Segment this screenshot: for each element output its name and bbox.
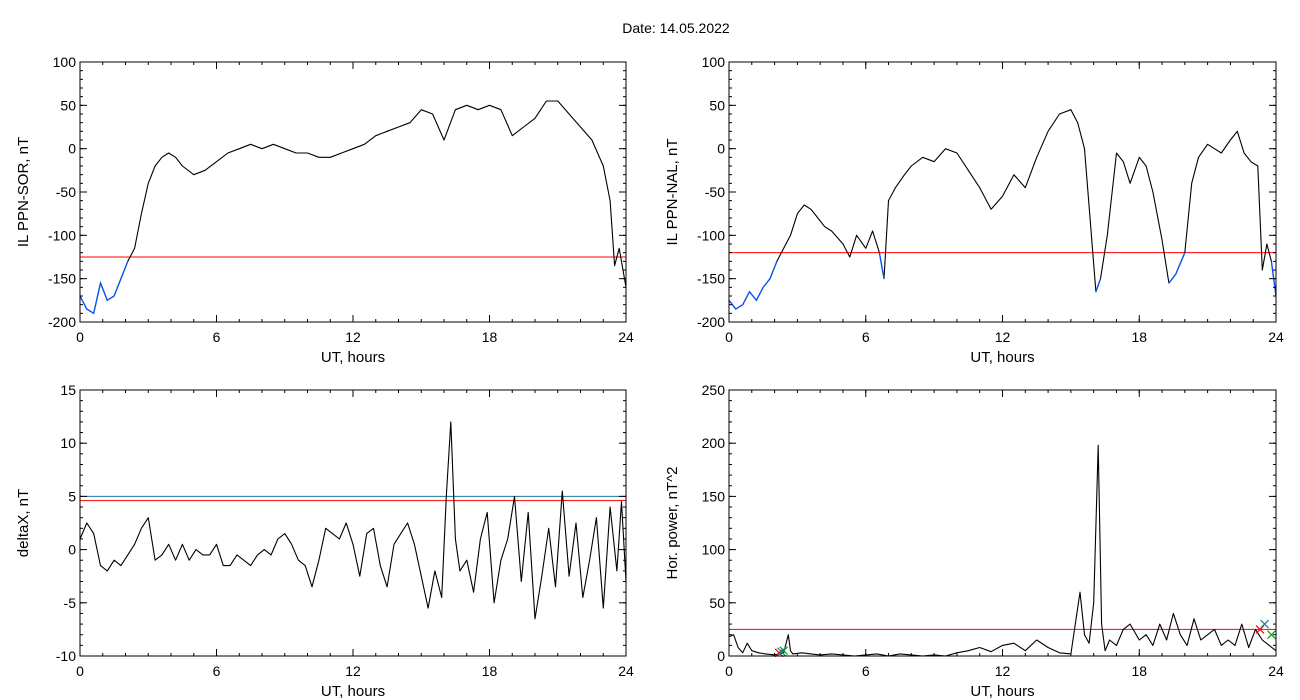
y-tick-label: -150 [697, 271, 725, 287]
cross-marker [1260, 619, 1270, 629]
x-tick-label: 18 [482, 329, 498, 345]
y-tick-label: -50 [56, 184, 76, 200]
x-tick-label: 12 [345, 663, 361, 679]
chart-panel-2: 0 6 12 18 24 100 50 0 -50 -100 -150 -200 UT, hours IL… [664, 54, 1284, 366]
y-tick-label: 50 [60, 97, 76, 113]
plot-frame [79, 389, 627, 657]
x-tick-label: 0 [76, 663, 84, 679]
series-highlight [1095, 278, 1102, 292]
y-tick-label: -200 [48, 314, 76, 330]
y-axis-label: IL PPN-SOR, nT [15, 137, 32, 247]
cross-marker [1267, 630, 1276, 640]
x-axis-label: UT, hours [321, 683, 385, 700]
x-tick-label: 6 [213, 329, 221, 345]
y-tick-label: 250 [702, 382, 726, 398]
x-tick-label: 18 [1131, 329, 1147, 345]
y-tick-label: 15 [60, 382, 76, 398]
series-line [728, 109, 1277, 310]
cross-marker [774, 648, 784, 658]
y-tick-label: 5 [68, 488, 76, 504]
y-axis-label: Hor. power, nT^2 [664, 467, 681, 580]
y-tick-label: -150 [48, 271, 76, 287]
series-line [728, 444, 1277, 657]
y-tick-label: -100 [697, 227, 725, 243]
y-axis-label: deltaX, nT [15, 489, 32, 557]
x-tick-label: 24 [1268, 329, 1284, 345]
figure-title: Date: 14.05.2022 [622, 20, 730, 36]
x-tick-label: 0 [725, 663, 733, 679]
y-tick-label: 0 [717, 648, 725, 664]
x-tick-label: 12 [345, 329, 361, 345]
series-highlight [728, 261, 778, 310]
chart-panel-3: 0 6 12 18 24 15 10 5 0 -5 -10 UT, hours deltaX, nT [15, 382, 634, 700]
y-tick-label: -5 [64, 595, 77, 611]
y-tick-label: 150 [702, 488, 726, 504]
y-tick-label: 200 [702, 435, 726, 451]
y-tick-label: 100 [702, 542, 726, 558]
y-tick-label: -10 [56, 648, 76, 664]
x-tick-label: 6 [862, 663, 870, 679]
y-tick-label: 50 [709, 97, 725, 113]
series-highlight [1168, 252, 1186, 284]
x-axis-label: UT, hours [970, 349, 1034, 366]
x-tick-label: 12 [995, 329, 1011, 345]
y-tick-label: 50 [709, 595, 725, 611]
x-tick-label: 0 [725, 329, 733, 345]
x-tick-label: 6 [862, 329, 870, 345]
x-tick-label: 6 [213, 663, 221, 679]
y-tick-label: 100 [702, 54, 726, 70]
series-line [79, 100, 627, 314]
y-tick-label: 0 [68, 542, 76, 558]
plot-frame [728, 61, 1277, 323]
series-line [79, 421, 627, 620]
x-tick-label: 24 [618, 663, 634, 679]
series-highlight [79, 261, 129, 315]
cross-marker [779, 646, 789, 656]
x-tick-label: 24 [1268, 663, 1284, 679]
x-tick-label: 12 [995, 663, 1011, 679]
x-axis-label: UT, hours [321, 349, 385, 366]
plot-frame [728, 389, 1277, 657]
y-tick-label: 0 [68, 141, 76, 157]
x-tick-label: 0 [76, 329, 84, 345]
y-tick-label: -100 [48, 227, 76, 243]
x-axis-label: UT, hours [970, 683, 1034, 700]
chart-panel-4: 0 6 12 18 24 250 200 150 100 50 0 UT, hours Hor. pow… [664, 382, 1284, 700]
cross-marker [776, 647, 786, 657]
y-axis-label: IL PPN-NAL, nT [664, 139, 681, 246]
y-tick-label: 100 [53, 54, 77, 70]
y-tick-label: -50 [705, 184, 725, 200]
x-tick-label: 18 [482, 663, 498, 679]
series-highlight [878, 252, 885, 279]
y-tick-label: 10 [60, 435, 76, 451]
x-tick-label: 18 [1131, 663, 1147, 679]
y-tick-label: -200 [697, 314, 725, 330]
plot-frame [79, 61, 627, 323]
y-tick-label: 0 [717, 141, 725, 157]
chart-panel-1: 0 6 12 18 24 100 50 0 -50 -100 -150 -200 UT, hours IL… [15, 54, 634, 366]
x-tick-label: 24 [618, 329, 634, 345]
